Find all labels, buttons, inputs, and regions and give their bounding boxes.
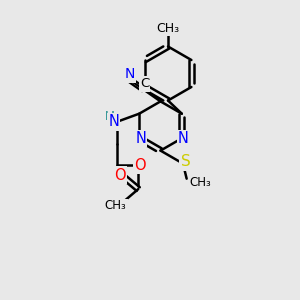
Text: N: N xyxy=(108,114,119,129)
Text: O: O xyxy=(115,168,126,183)
Text: N: N xyxy=(178,131,189,146)
Text: O: O xyxy=(134,158,146,172)
Text: CH₃: CH₃ xyxy=(156,22,180,35)
Text: C: C xyxy=(140,77,149,91)
Text: H: H xyxy=(105,110,115,123)
Text: CH₃: CH₃ xyxy=(105,200,127,212)
Text: N: N xyxy=(135,131,146,146)
Text: N: N xyxy=(124,68,135,82)
Text: CH₃: CH₃ xyxy=(190,176,211,189)
Text: S: S xyxy=(181,154,190,169)
